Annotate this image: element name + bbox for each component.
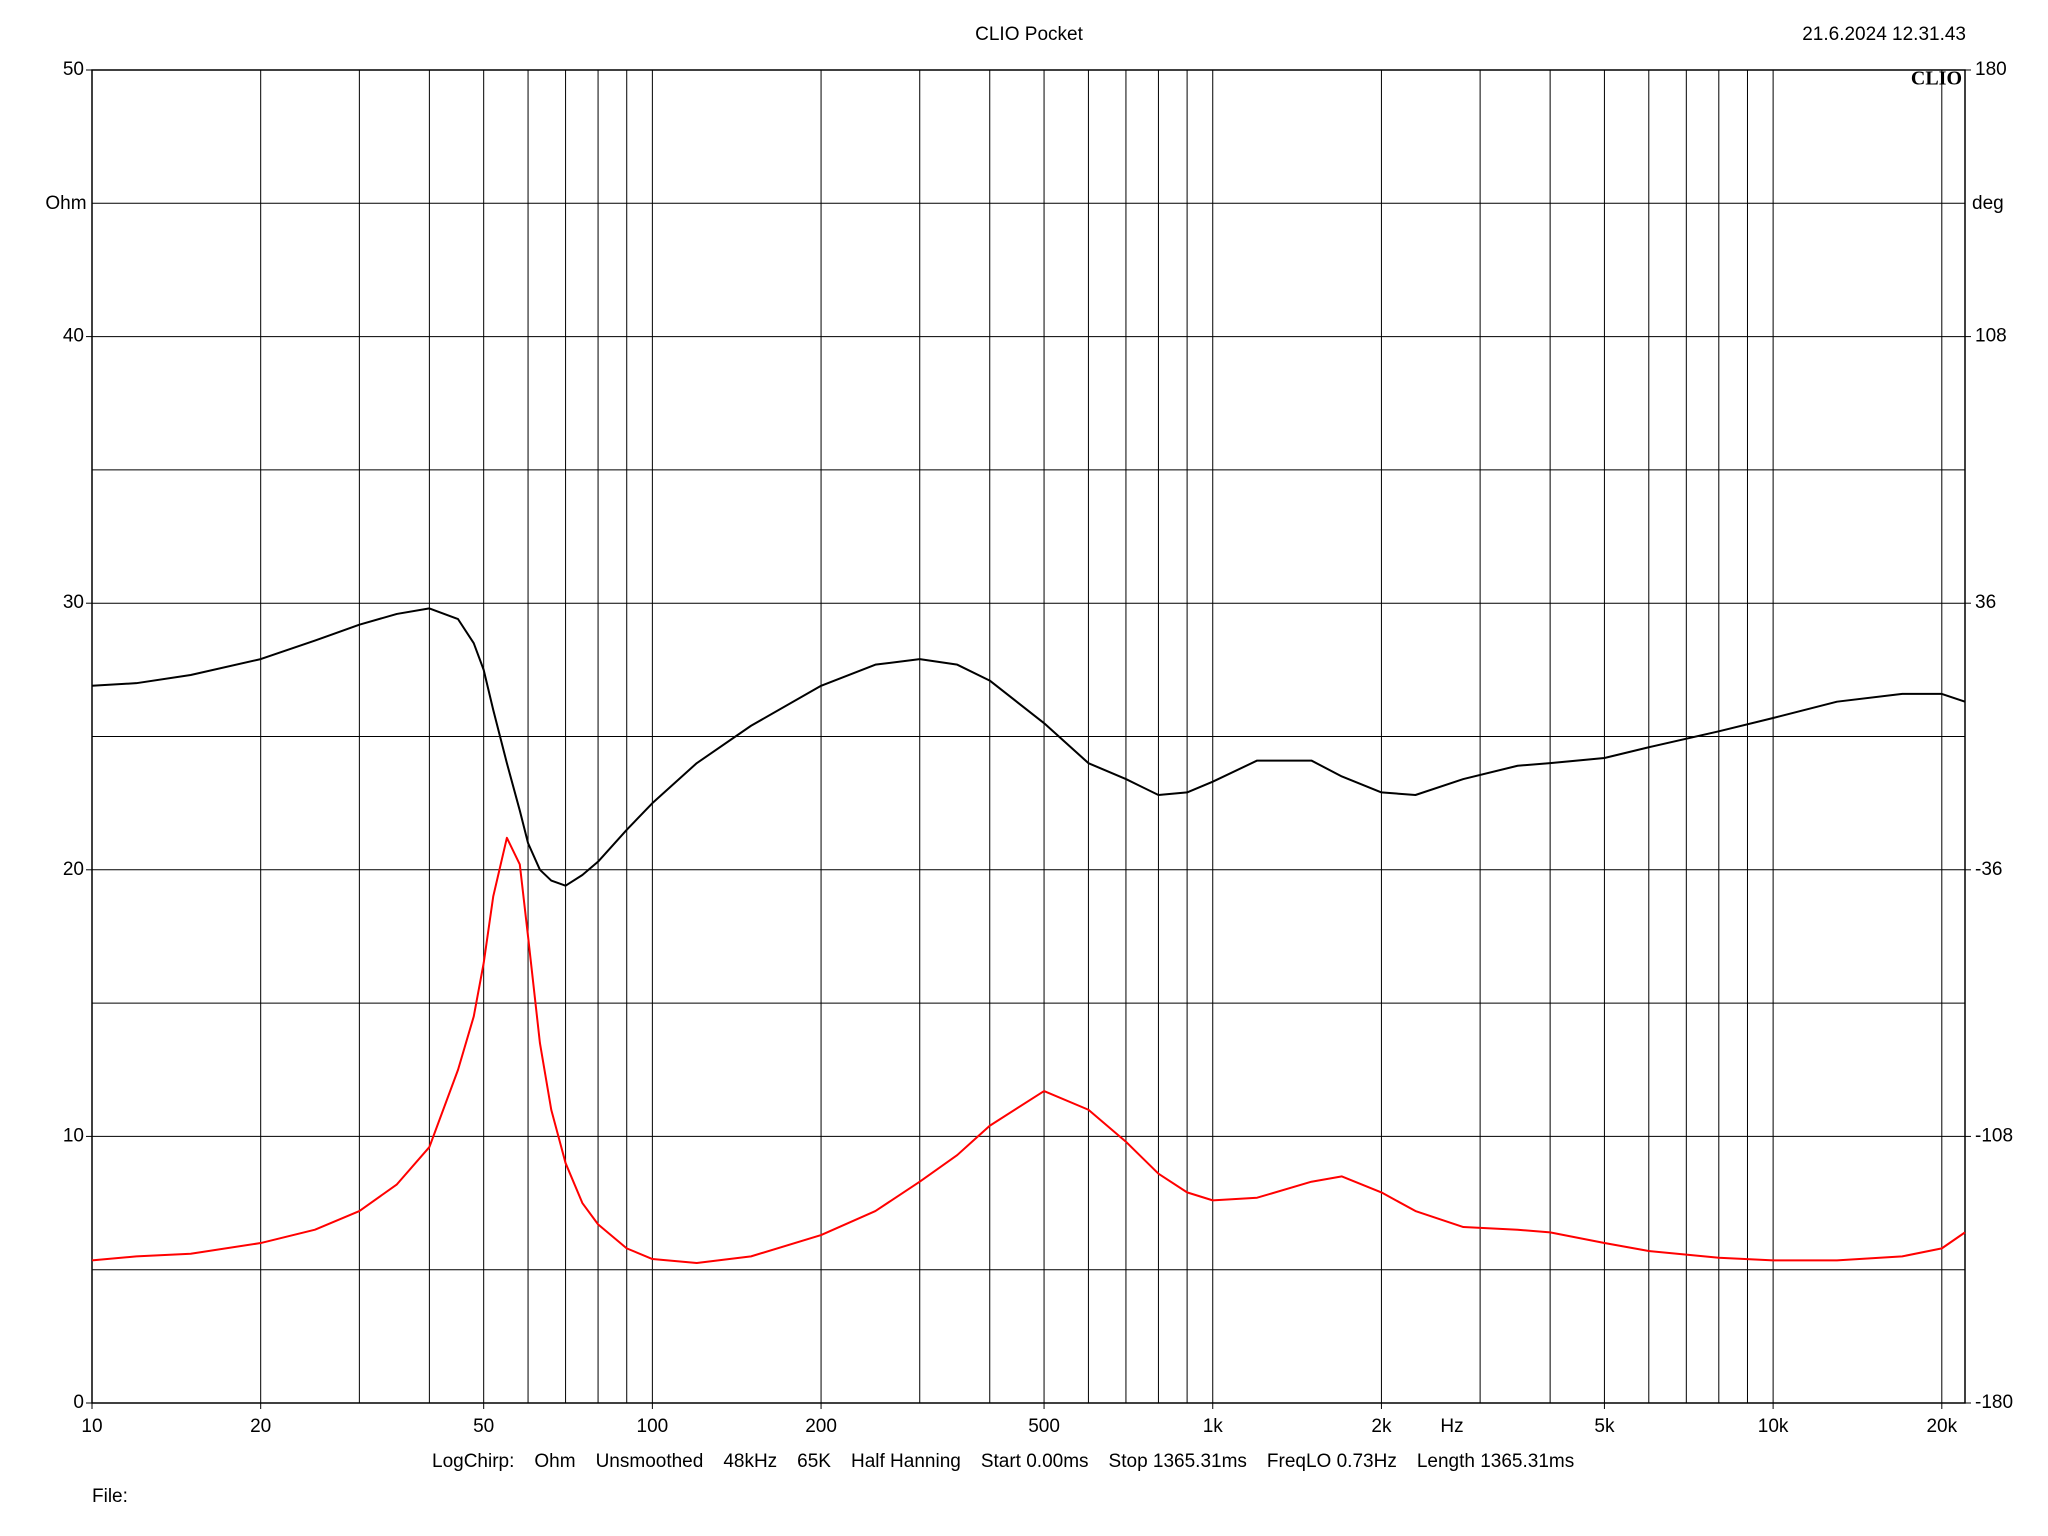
x-tick-label: 20: [250, 1416, 271, 1437]
y2-tick-label: 180: [1975, 59, 2007, 80]
y-tick-label: 50: [63, 59, 84, 80]
x-tick-label: 20k: [1926, 1416, 1957, 1437]
x-tick-label: 10k: [1758, 1416, 1789, 1437]
footer-item: Start 0.00ms: [981, 1451, 1089, 1472]
footer-item: Unsmoothed: [596, 1451, 704, 1472]
x-tick-label: 500: [1028, 1416, 1060, 1437]
x-tick-label: 200: [805, 1416, 837, 1437]
y2-tick-label: -180: [1975, 1392, 2013, 1413]
footer: LogChirp: Ohm Unsmoothed 48kHz 65K Half Hanni…: [432, 1451, 1574, 1472]
data-line: [91, 836, 1966, 1265]
logo: CLIO: [1911, 68, 1962, 90]
y-tick-label: 10: [63, 1125, 84, 1146]
plot-frame: [91, 69, 1966, 1404]
y-tick-label: 30: [63, 592, 84, 613]
y-axis-label: Ohm: [45, 193, 86, 214]
footer-item: FreqLO 0.73Hz: [1267, 1451, 1397, 1472]
y-tick-label: 20: [63, 859, 84, 880]
y-tick-label: 0: [73, 1392, 84, 1413]
data-line: [91, 607, 1966, 887]
timestamp: 21.6.2024 12.31.43: [1802, 24, 1966, 45]
y2-tick-label: 108: [1975, 326, 2007, 347]
file-label: File:: [92, 1486, 128, 1507]
chart-title: CLIO Pocket: [975, 24, 1083, 45]
y2-tick-label: 36: [1975, 592, 1996, 613]
footer-item: LogChirp:: [432, 1451, 514, 1472]
y2-tick-label: -36: [1975, 859, 2002, 880]
x-tick-label: 50: [473, 1416, 494, 1437]
footer-item: Half Hanning: [851, 1451, 961, 1472]
y2-axis-label: deg: [1972, 193, 2004, 214]
y2-tick-label: -108: [1975, 1125, 2013, 1146]
x-tick-label: 2k: [1371, 1416, 1392, 1437]
x-tick-label: 5k: [1594, 1416, 1615, 1437]
footer-item: Stop 1365.31ms: [1109, 1451, 1247, 1472]
footer-item: Ohm: [534, 1451, 575, 1472]
x-axis-label: Hz: [1440, 1416, 1463, 1437]
footer-item: 48kHz: [723, 1451, 777, 1472]
x-tick-label: 1k: [1203, 1416, 1224, 1437]
footer-item: 65K: [797, 1451, 831, 1472]
y-tick-label: 40: [63, 326, 84, 347]
x-tick-label: 100: [637, 1416, 669, 1437]
x-tick-label: 10: [81, 1416, 102, 1437]
footer-item: Length 1365.31ms: [1417, 1451, 1574, 1472]
